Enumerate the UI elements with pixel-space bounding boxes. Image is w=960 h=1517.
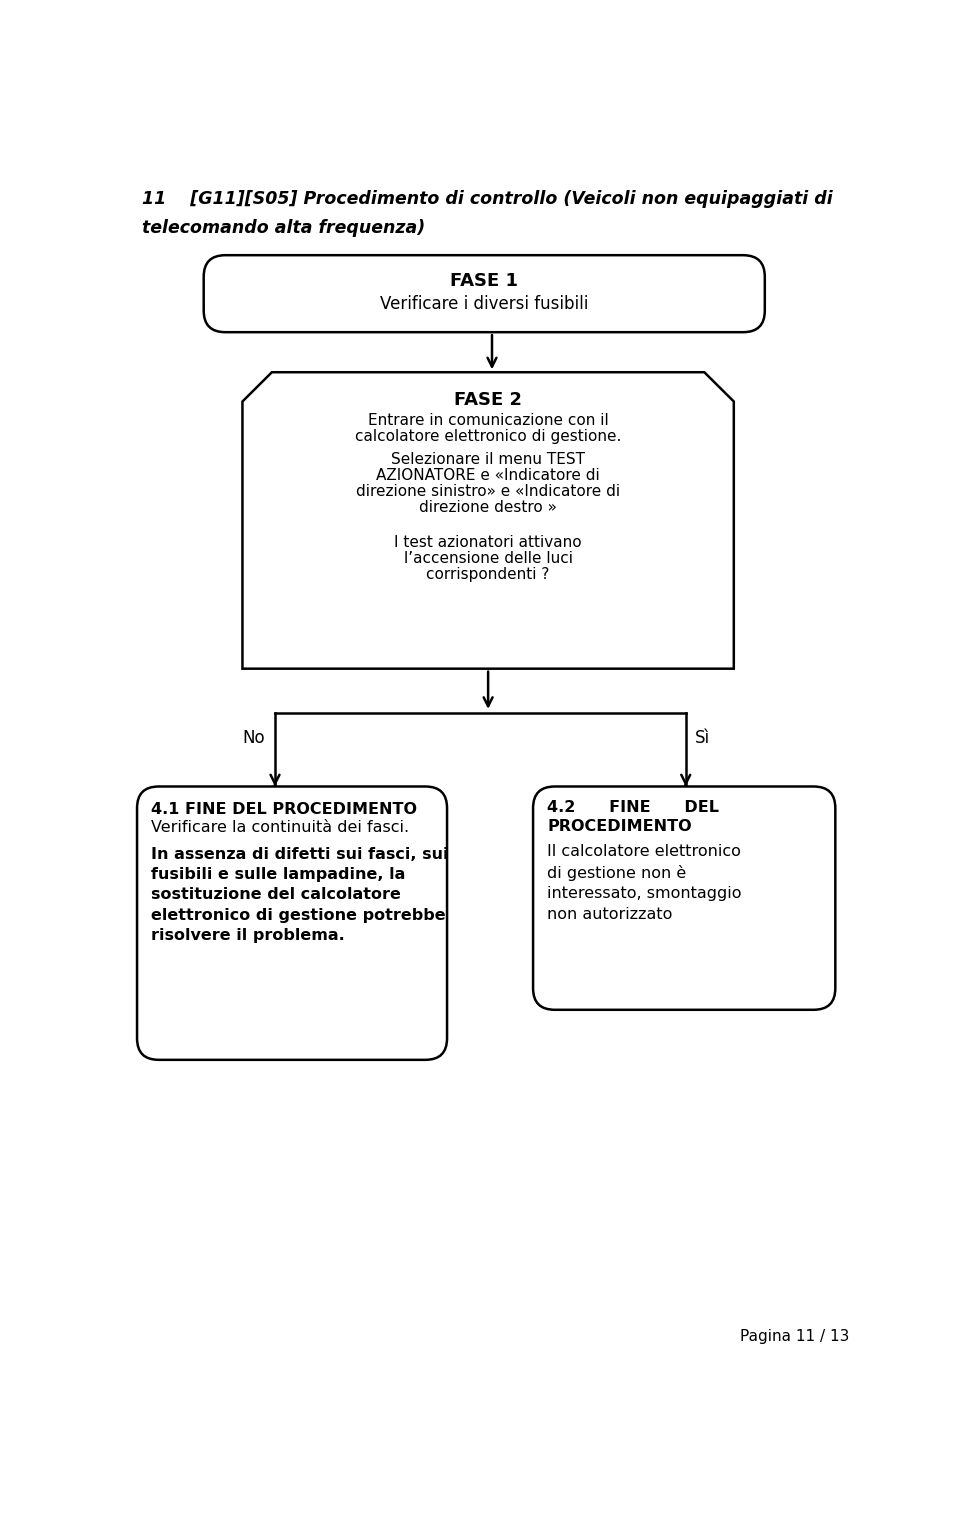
Text: Selezionare il menu TEST: Selezionare il menu TEST — [391, 452, 586, 467]
FancyBboxPatch shape — [204, 255, 765, 332]
Text: Pagina 11 / 13: Pagina 11 / 13 — [739, 1329, 849, 1344]
Polygon shape — [243, 372, 733, 669]
Text: Verificare i diversi fusibili: Verificare i diversi fusibili — [380, 296, 588, 313]
Text: direzione destro »: direzione destro » — [420, 501, 557, 516]
Text: Entrare in comunicazione con il: Entrare in comunicazione con il — [368, 413, 609, 428]
Text: Sì: Sì — [695, 728, 710, 746]
Text: In assenza di difetti sui fasci, sui
fusibili e sulle lampadine, la
sostituzione: In assenza di difetti sui fasci, sui fus… — [151, 846, 448, 944]
Text: 4.1 FINE DEL PROCEDIMENTO: 4.1 FINE DEL PROCEDIMENTO — [151, 802, 417, 816]
Text: AZIONATORE e «Indicatore di: AZIONATORE e «Indicatore di — [376, 467, 600, 482]
Text: PROCEDIMENTO: PROCEDIMENTO — [547, 819, 691, 834]
Text: FASE 2: FASE 2 — [454, 391, 522, 410]
Text: direzione sinistro» e «Indicatore di: direzione sinistro» e «Indicatore di — [356, 484, 620, 499]
Text: 11    [G11][S05] Procedimento di controllo (Veicoli non equipaggiati di: 11 [G11][S05] Procedimento di controllo … — [142, 190, 832, 208]
Text: corrispondenti ?: corrispondenti ? — [426, 567, 550, 583]
Text: I test azionatori attivano: I test azionatori attivano — [395, 534, 582, 549]
Text: FASE 1: FASE 1 — [450, 272, 518, 290]
Text: telecomando alta frequenza): telecomando alta frequenza) — [142, 218, 425, 237]
FancyBboxPatch shape — [137, 786, 447, 1060]
Text: calcolatore elettronico di gestione.: calcolatore elettronico di gestione. — [355, 429, 621, 444]
Text: Verificare la continuità dei fasci.: Verificare la continuità dei fasci. — [151, 821, 409, 836]
FancyBboxPatch shape — [533, 786, 835, 1010]
Text: l’accensione delle luci: l’accensione delle luci — [403, 551, 572, 566]
Text: Il calcolatore elettronico
di gestione non è
interessato, smontaggio
non autoriz: Il calcolatore elettronico di gestione n… — [547, 845, 741, 922]
Text: 4.2      FINE      DEL: 4.2 FINE DEL — [547, 801, 719, 815]
Text: No: No — [242, 728, 265, 746]
